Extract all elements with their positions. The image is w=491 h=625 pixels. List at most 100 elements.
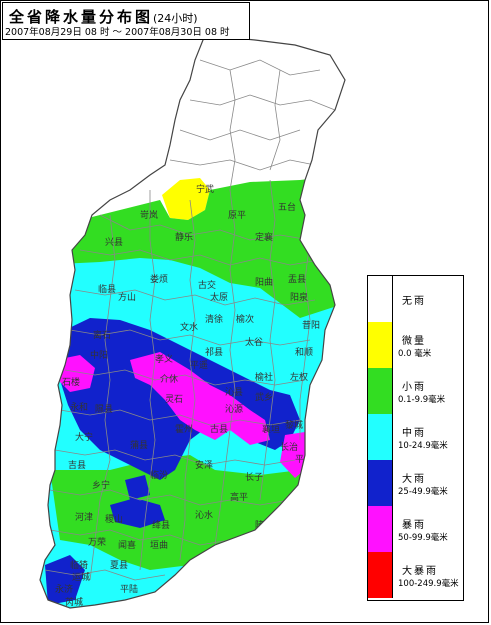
legend-range: 100-249.9毫米 bbox=[398, 579, 459, 589]
trace-rain-region bbox=[162, 178, 210, 220]
svg-text:介休: 介休 bbox=[160, 373, 178, 385]
title-box: 全省降水量分布图(24小时) 2007年08月29日 08 时 ～ 2007年0… bbox=[2, 2, 250, 40]
svg-text:左权: 左权 bbox=[290, 371, 308, 383]
legend-range: 50-99.9毫米 bbox=[398, 533, 448, 543]
legend-name: 大雨 bbox=[402, 474, 426, 485]
legend-swatch bbox=[368, 414, 393, 460]
legend-swatch bbox=[368, 552, 393, 598]
svg-text:永济: 永济 bbox=[55, 583, 73, 595]
svg-text:霍州: 霍州 bbox=[175, 424, 193, 435]
legend-item-moderate: 中雨 10-24.9毫米 bbox=[368, 414, 463, 460]
svg-text:宁武: 宁武 bbox=[196, 183, 214, 195]
svg-text:兴县: 兴县 bbox=[105, 237, 123, 248]
svg-text:临汾: 临汾 bbox=[150, 469, 168, 481]
svg-text:襄垣: 襄垣 bbox=[262, 423, 280, 435]
svg-text:方山: 方山 bbox=[118, 291, 136, 303]
svg-text:晋城: 晋城 bbox=[230, 540, 248, 551]
svg-text:娄烦: 娄烦 bbox=[150, 273, 168, 285]
heavy-rain-region-3 bbox=[45, 555, 85, 605]
svg-text:夏县: 夏县 bbox=[110, 560, 128, 571]
svg-text:临县: 临县 bbox=[98, 283, 116, 295]
svg-text:中阳: 中阳 bbox=[90, 349, 108, 361]
legend-item-trace: 微量 0.0 毫米 bbox=[368, 322, 463, 368]
svg-text:绛县: 绛县 bbox=[152, 519, 170, 531]
svg-text:古县: 古县 bbox=[210, 423, 228, 435]
legend-swatch bbox=[368, 322, 393, 368]
svg-text:昔阳: 昔阳 bbox=[302, 320, 320, 331]
legend-name: 无雨 bbox=[402, 296, 426, 307]
legend-swatch bbox=[368, 276, 393, 322]
svg-text:灵石: 灵石 bbox=[165, 394, 183, 405]
legend-name: 暴雨 bbox=[402, 520, 426, 531]
svg-text:万荣: 万荣 bbox=[88, 536, 106, 548]
legend-item-heavy-rainstorm: 大暴雨 100-249.9毫米 bbox=[368, 552, 463, 598]
svg-text:武乡: 武乡 bbox=[255, 391, 273, 403]
svg-text:定襄: 定襄 bbox=[255, 231, 273, 243]
svg-text:榆次: 榆次 bbox=[236, 313, 254, 325]
svg-text:离石: 离石 bbox=[93, 329, 111, 341]
svg-text:永和: 永和 bbox=[70, 401, 88, 413]
svg-text:垣曲: 垣曲 bbox=[150, 540, 168, 551]
legend-swatch bbox=[368, 506, 393, 552]
legend-range: 25-49.9毫米 bbox=[398, 487, 448, 497]
svg-text:榆社: 榆社 bbox=[255, 371, 273, 383]
map-duration: (24小时) bbox=[153, 12, 198, 25]
svg-text:大宁: 大宁 bbox=[75, 431, 93, 443]
legend-name: 中雨 bbox=[402, 428, 426, 439]
svg-text:石楼: 石楼 bbox=[62, 376, 80, 388]
county-label-group: 宁武 岢岚 原平 五台 兴县 静乐 定襄 临县 方山 娄烦 古交 太原 阳曲 盂… bbox=[55, 183, 320, 608]
svg-text:平陆: 平陆 bbox=[120, 583, 138, 595]
svg-text:岢岚: 岢岚 bbox=[140, 210, 158, 221]
svg-text:五台: 五台 bbox=[278, 201, 296, 213]
svg-text:盂县: 盂县 bbox=[288, 274, 306, 285]
svg-text:阳曲: 阳曲 bbox=[255, 277, 273, 288]
map-period: 2007年08月29日 08 时 ～ 2007年08月30日 08 时 bbox=[5, 27, 230, 38]
svg-text:沁水: 沁水 bbox=[195, 509, 213, 521]
svg-text:祁县: 祁县 bbox=[205, 346, 223, 358]
province-border bbox=[39, 34, 346, 609]
legend-swatch bbox=[368, 368, 393, 414]
svg-text:太原: 太原 bbox=[210, 291, 228, 303]
svg-text:古交: 古交 bbox=[198, 279, 216, 291]
svg-text:蒲县: 蒲县 bbox=[130, 439, 148, 451]
legend-swatch bbox=[368, 460, 393, 506]
svg-text:乡宁: 乡宁 bbox=[92, 479, 110, 491]
svg-text:太谷: 太谷 bbox=[245, 336, 263, 348]
legend-item-heavy: 大雨 25-49.9毫米 bbox=[368, 460, 463, 506]
light-rain-region bbox=[40, 175, 345, 320]
svg-text:高平: 高平 bbox=[230, 491, 248, 503]
legend-name: 小雨 bbox=[402, 382, 426, 393]
svg-text:运城: 运城 bbox=[72, 572, 90, 583]
legend-item-rainstorm: 暴雨 50-99.9毫米 bbox=[368, 506, 463, 552]
legend-range: 10-24.9毫米 bbox=[398, 441, 448, 451]
legend-range: 0.0 毫米 bbox=[398, 349, 432, 359]
svg-text:黎城: 黎城 bbox=[285, 419, 303, 431]
svg-text:和顺: 和顺 bbox=[295, 347, 313, 358]
legend-item-light: 小雨 0.1-9.9毫米 bbox=[368, 368, 463, 414]
heavy-rain-region-2 bbox=[110, 498, 165, 528]
legend-range: 0.1-9.9毫米 bbox=[398, 395, 446, 405]
svg-text:静乐: 静乐 bbox=[175, 231, 193, 243]
legend-name: 大暴雨 bbox=[402, 566, 438, 577]
svg-text:安泽: 安泽 bbox=[195, 459, 213, 471]
svg-text:沁县: 沁县 bbox=[225, 387, 243, 398]
svg-text:临猗: 临猗 bbox=[70, 559, 88, 571]
svg-text:芮城: 芮城 bbox=[65, 596, 83, 608]
map-title-text: 全省降水量分布图 bbox=[9, 8, 154, 26]
svg-text:平遥: 平遥 bbox=[190, 359, 208, 371]
svg-text:清徐: 清徐 bbox=[205, 313, 223, 325]
svg-text:沁源: 沁源 bbox=[225, 404, 243, 415]
svg-text:长子: 长子 bbox=[245, 471, 263, 483]
legend-item-no-rain: 无雨 bbox=[368, 276, 463, 322]
rainstorm-region-2 bbox=[130, 352, 270, 445]
svg-text:文水: 文水 bbox=[180, 321, 198, 333]
svg-text:稷山: 稷山 bbox=[105, 514, 123, 525]
svg-text:吉县: 吉县 bbox=[68, 460, 86, 471]
legend-name: 微量 bbox=[402, 336, 426, 347]
svg-text:孝义: 孝义 bbox=[155, 354, 173, 365]
svg-text:隰县: 隰县 bbox=[95, 404, 113, 415]
county-boundaries bbox=[44, 59, 336, 581]
svg-text:原平: 原平 bbox=[228, 210, 246, 221]
